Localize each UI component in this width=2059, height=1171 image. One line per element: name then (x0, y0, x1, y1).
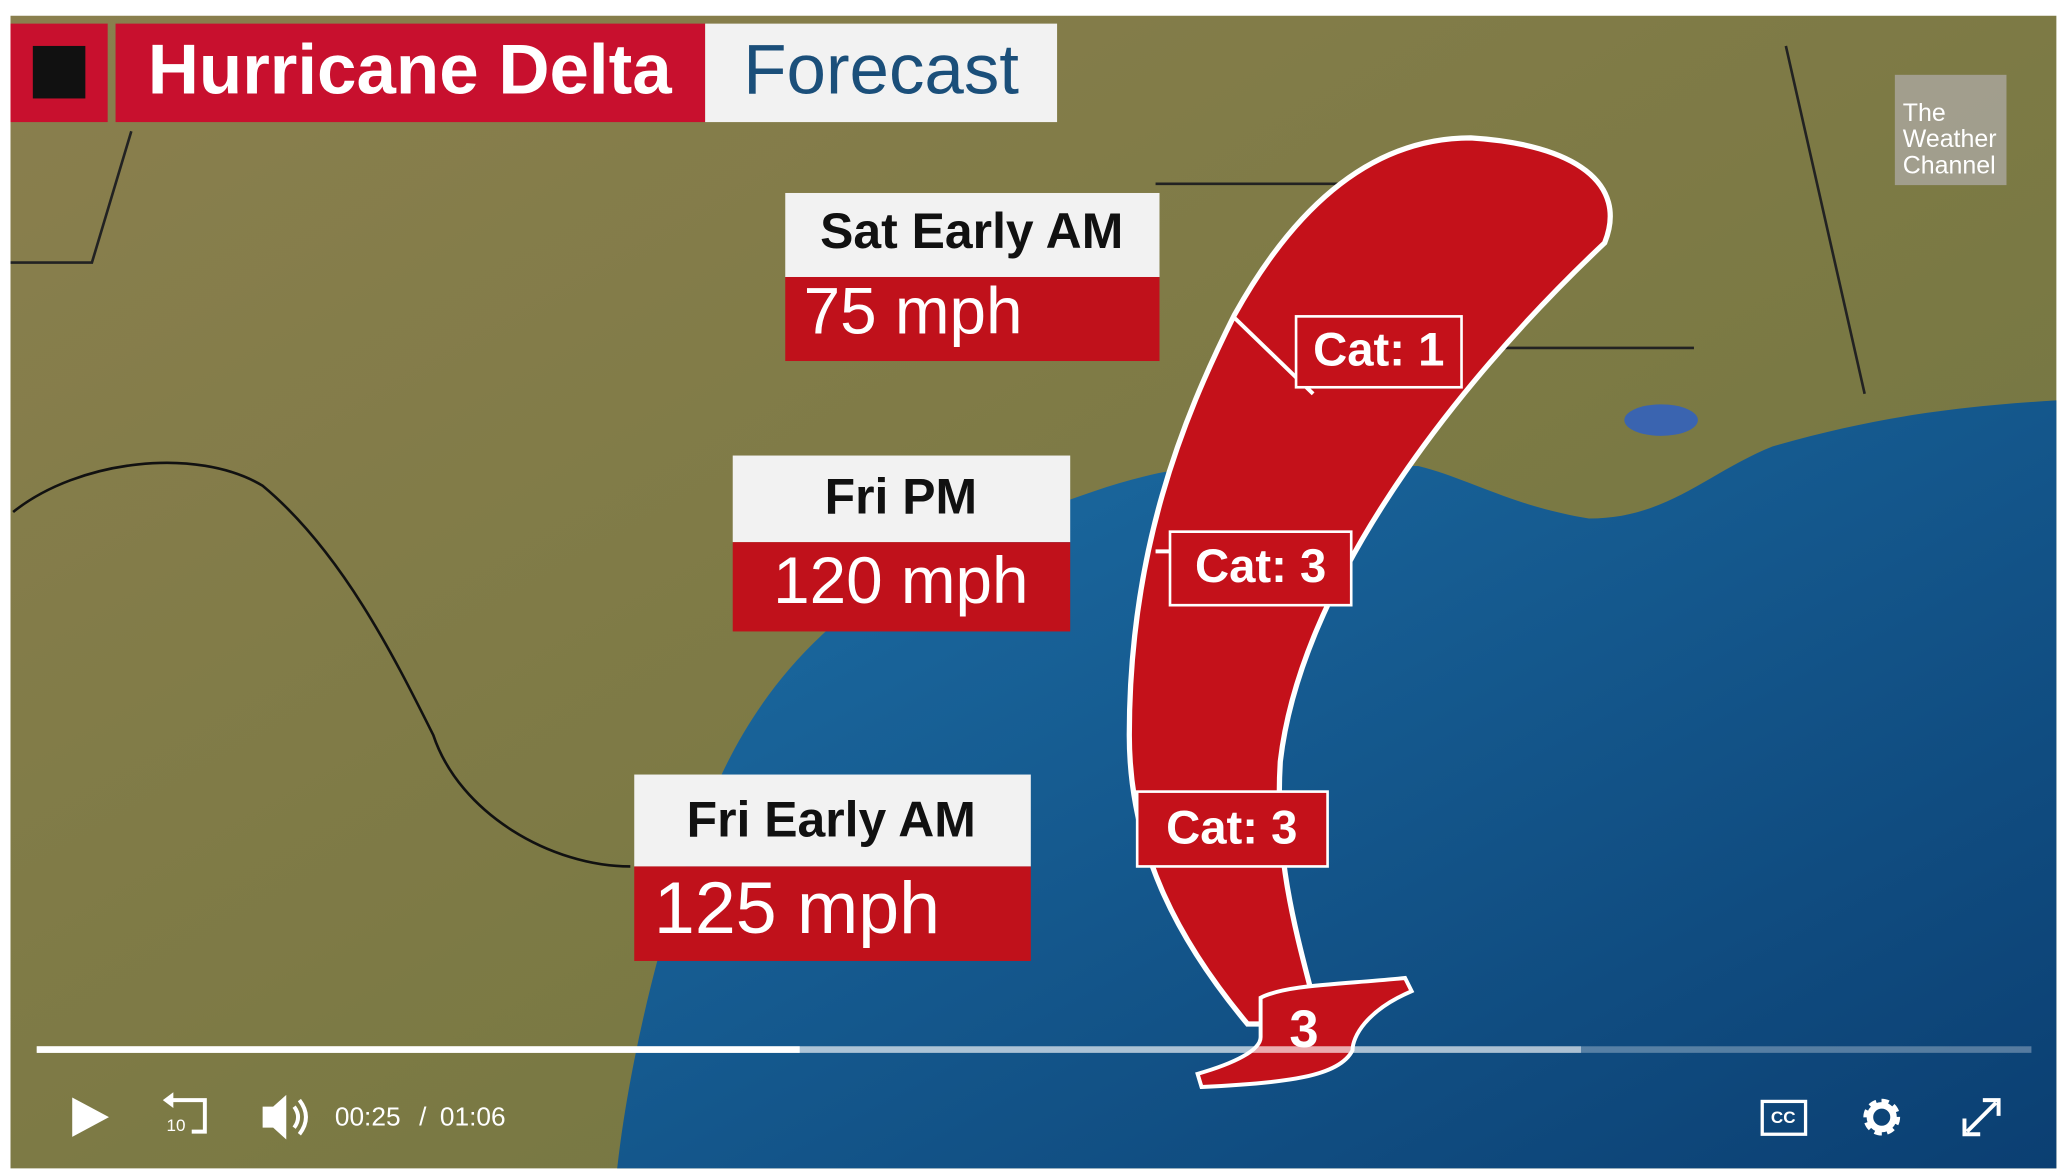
title: Hurricane Delta (148, 31, 673, 110)
forecast-time: Fri PM (825, 468, 977, 524)
current-time: 00:25 (335, 1101, 401, 1131)
replay-arrow (162, 1092, 174, 1108)
state-lines (10, 45, 1866, 395)
category-label: Cat: 3 (1195, 540, 1326, 593)
title-square-inner (32, 45, 86, 99)
logo-text: The (1903, 99, 1946, 127)
label-header (785, 192, 1160, 277)
logo (1894, 74, 2007, 186)
volume-waves (292, 1098, 308, 1136)
volume-button[interactable] (262, 1094, 287, 1140)
captions-button[interactable] (1760, 1099, 1808, 1136)
border (12, 461, 631, 868)
category-box (1294, 315, 1463, 389)
time-separator: / (419, 1101, 427, 1131)
logo-text: Weather (1903, 125, 1997, 153)
forecast-time: Fri Early AM (687, 791, 976, 847)
forecast-wind: 75 mph (804, 275, 1023, 348)
duration: 01:06 (440, 1101, 506, 1131)
settings-button[interactable] (1863, 1098, 1901, 1136)
category-box (1168, 530, 1353, 607)
forecast-wind: 120 mph (773, 544, 1028, 617)
label-body (785, 276, 1160, 362)
label-body (732, 542, 1071, 632)
skip-seconds: 10 (166, 1116, 185, 1135)
category-label: Cat: 3 (1166, 801, 1297, 854)
captions-label: CC (1771, 1108, 1796, 1127)
label-body (634, 866, 1031, 961)
lake (1624, 404, 1698, 436)
subtitle: Forecast (743, 31, 1019, 110)
category-box (1135, 790, 1329, 868)
logo-text: Channel (1903, 151, 1996, 179)
play-button[interactable] (72, 1097, 109, 1137)
label-header (732, 455, 1071, 543)
replay-button[interactable] (170, 1098, 207, 1134)
forecast-wind: 125 mph (654, 866, 940, 949)
label-header (634, 774, 1031, 867)
title-badge (115, 23, 706, 123)
category-label: Cat: 1 (1313, 324, 1444, 377)
progress-played (36, 1046, 800, 1053)
fullscreen-button[interactable] (1962, 1098, 2001, 1137)
forecast-time: Sat Early AM (820, 203, 1123, 259)
gear-body (1866, 1102, 1897, 1133)
subtitle-badge (705, 23, 1058, 123)
progress-buffered (36, 1046, 1582, 1053)
